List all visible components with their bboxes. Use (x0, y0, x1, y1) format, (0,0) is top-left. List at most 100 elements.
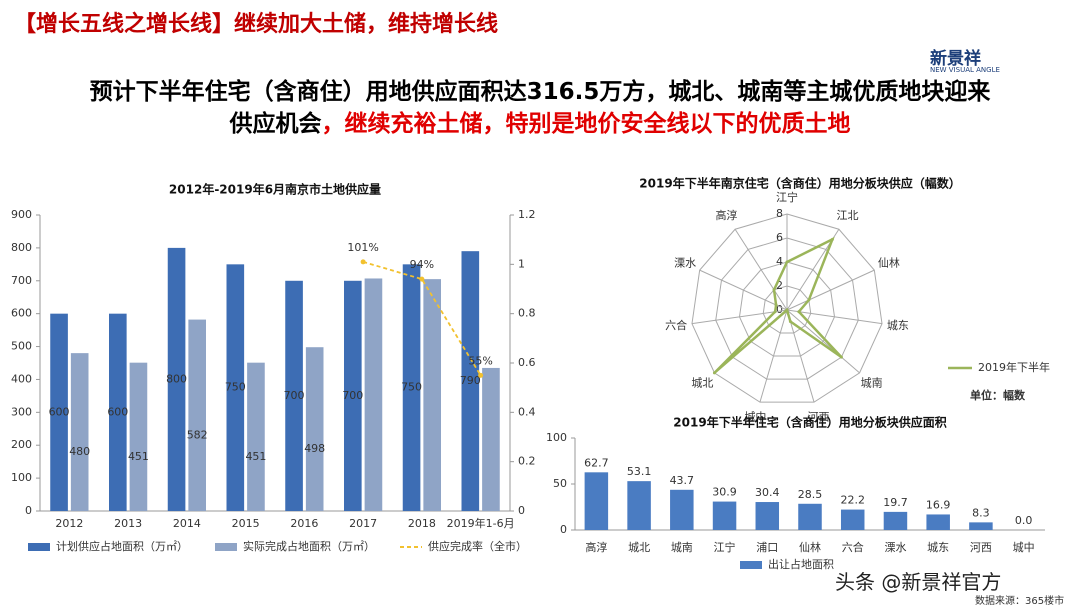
x-tick-label: 城北 (628, 541, 650, 554)
radar-point (785, 260, 789, 264)
y-tick-label: 200 (11, 438, 32, 451)
y2-tick-label: 0.2 (518, 455, 536, 468)
bar (402, 264, 421, 511)
legend-swatch (28, 543, 50, 551)
y-tick-label: 400 (11, 372, 32, 385)
x-tick-label: 河西 (970, 541, 992, 554)
spoke (699, 269, 788, 311)
x-tick-label: 高淳 (585, 540, 607, 554)
x-tick-label: 六合 (842, 540, 864, 554)
spoke (786, 309, 860, 374)
x-tick-label: 2017 (349, 517, 377, 530)
y-tick-label: 900 (11, 208, 32, 221)
logo-sub: NEW VISUAL ANGLE (930, 66, 1000, 74)
legend-label: 出让占地面积 (768, 557, 834, 571)
grid-ring (715, 237, 859, 380)
data-label: 498 (304, 442, 325, 455)
data-label: 480 (69, 445, 90, 458)
data-label: 19.7 (883, 496, 908, 509)
bar (167, 247, 186, 511)
radar-line (713, 236, 843, 374)
y2-tick-label: 0.4 (518, 405, 536, 418)
axis-label: 江宁 (776, 190, 798, 204)
grid-ring (762, 285, 812, 334)
line-point (419, 276, 425, 282)
spoke (786, 269, 875, 311)
spoke (786, 309, 815, 403)
data-label: 790 (460, 374, 481, 387)
data-label: 800 (166, 372, 187, 385)
y-tick-label: 100 (546, 431, 567, 444)
bar (584, 472, 609, 530)
bar (70, 353, 89, 511)
data-label: 700 (342, 389, 363, 402)
bar (969, 522, 993, 530)
data-label: 451 (128, 450, 149, 463)
bar (129, 362, 148, 511)
bar (798, 503, 822, 530)
r-tick-label: 4 (776, 255, 783, 268)
x-tick-label: 浦口 (756, 541, 778, 554)
grid-ring (691, 213, 883, 403)
y-tick-label: 0 (560, 523, 567, 536)
x-tick-label: 2014 (173, 517, 201, 530)
subtitle-part: 供应机会 (229, 111, 322, 137)
axis-label: 高淳 (715, 208, 737, 222)
bar (305, 347, 324, 511)
bar (109, 313, 127, 511)
data-label: 94% (410, 258, 434, 271)
bar (755, 502, 780, 530)
y-tick-label: 700 (11, 274, 32, 287)
legend-swatch (740, 561, 762, 569)
radar-point (797, 310, 801, 314)
watermark: 头条 @新景祥官方 (835, 570, 1002, 594)
bar (226, 264, 245, 511)
data-label: 43.7 (670, 474, 695, 487)
bar (840, 509, 865, 530)
bar (344, 280, 362, 511)
y-tick-label: 0 (25, 504, 32, 517)
bar (285, 280, 303, 511)
bar (712, 501, 737, 530)
axis-label: 河西 (808, 410, 830, 423)
data-label: 62.7 (584, 456, 609, 469)
y-tick-label: 600 (11, 307, 32, 320)
legend-label: 2019年下半年 (978, 360, 1050, 374)
data-label: 600 (107, 405, 128, 418)
radar-point (807, 298, 811, 302)
axis-label: 城北 (691, 376, 713, 389)
x-tick-label: 2016 (290, 517, 318, 530)
y2-tick-label: 0.8 (518, 307, 536, 320)
y-tick-label: 800 (11, 241, 32, 254)
data-label: 600 (49, 405, 70, 418)
bar (50, 313, 68, 511)
y-tick-label: 50 (553, 477, 567, 490)
data-label: 28.5 (798, 488, 823, 501)
slide-title: 【增长五线之增长线】继续加大土储，维持增长线 (14, 12, 499, 37)
data-label: 750 (225, 381, 246, 394)
y-tick-label: 300 (11, 405, 32, 418)
legend-label: 计划供应占地面积（万㎡） (56, 539, 188, 553)
axis-label: 城中 (744, 410, 766, 423)
spoke (734, 228, 788, 311)
y2-tick-label: 1.2 (518, 208, 536, 221)
r-tick-label: 0 (776, 303, 783, 316)
radar-point (785, 308, 789, 312)
radar-point (774, 303, 778, 307)
y-tick-label: 500 (11, 340, 32, 353)
x-tick-label: 城南 (671, 541, 693, 554)
chart-title: 2012年-2019年6月南京市土地供应量 (169, 182, 381, 197)
x-tick-label: 城东 (927, 541, 949, 554)
data-label: 55% (468, 354, 492, 367)
radar-point (773, 310, 777, 314)
bar (627, 481, 651, 530)
radar-point (830, 237, 834, 241)
line-point (360, 259, 366, 265)
radar-point (772, 288, 776, 292)
data-label: 8.3 (972, 506, 990, 519)
bar (482, 367, 500, 511)
axis-label: 城东 (887, 319, 909, 332)
data-label: 16.9 (926, 498, 951, 511)
